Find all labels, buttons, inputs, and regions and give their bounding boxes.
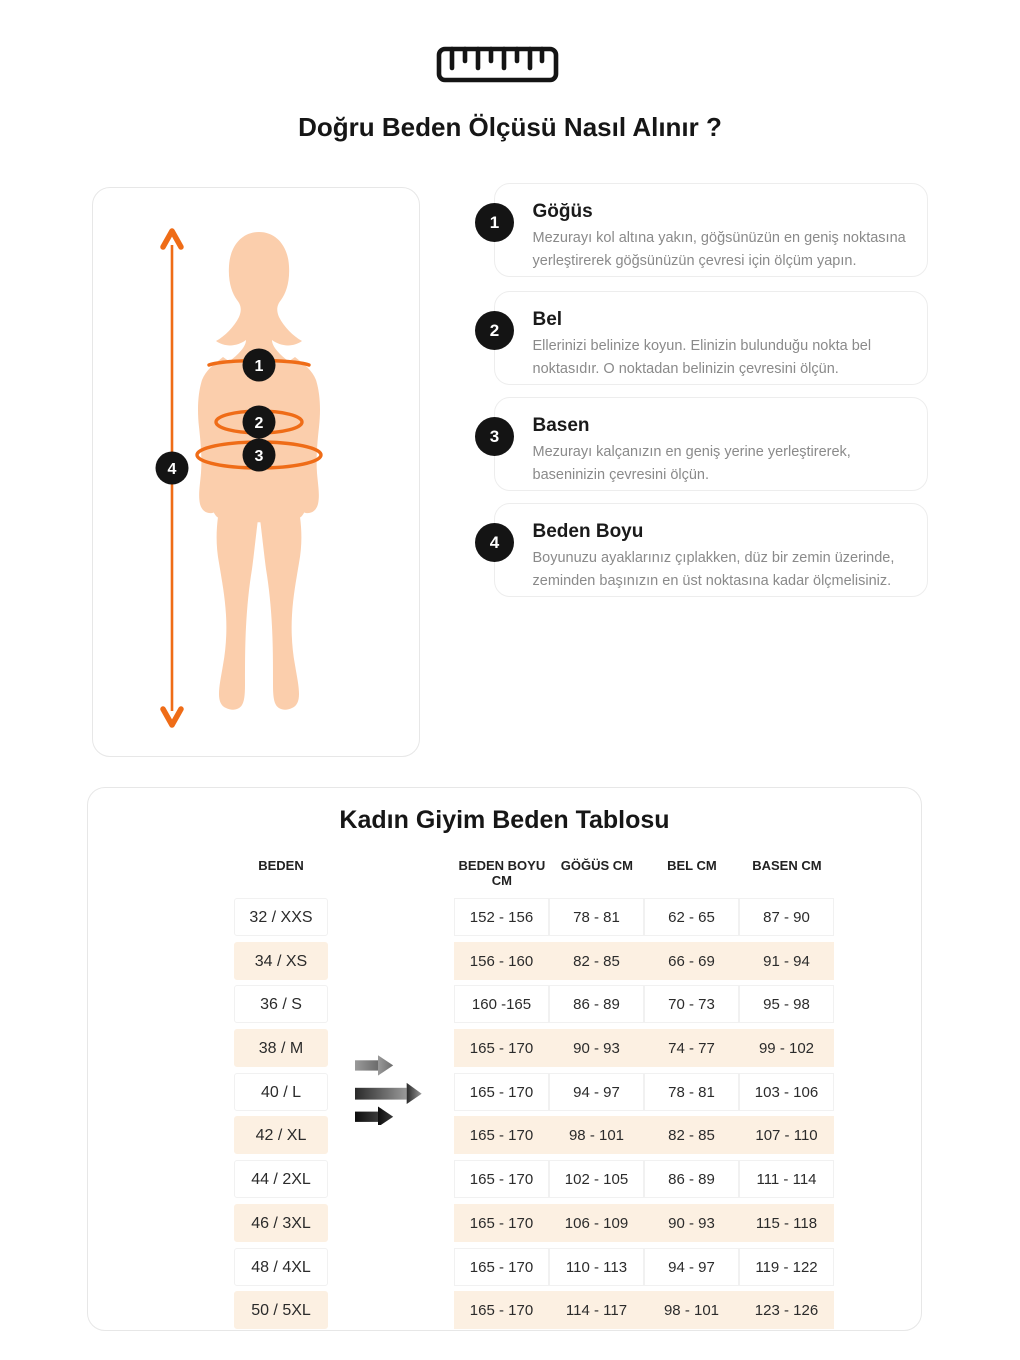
svg-text:4: 4 bbox=[168, 461, 177, 478]
svg-text:1: 1 bbox=[255, 358, 264, 375]
svg-text:2: 2 bbox=[255, 415, 264, 432]
svg-text:3: 3 bbox=[255, 448, 264, 465]
